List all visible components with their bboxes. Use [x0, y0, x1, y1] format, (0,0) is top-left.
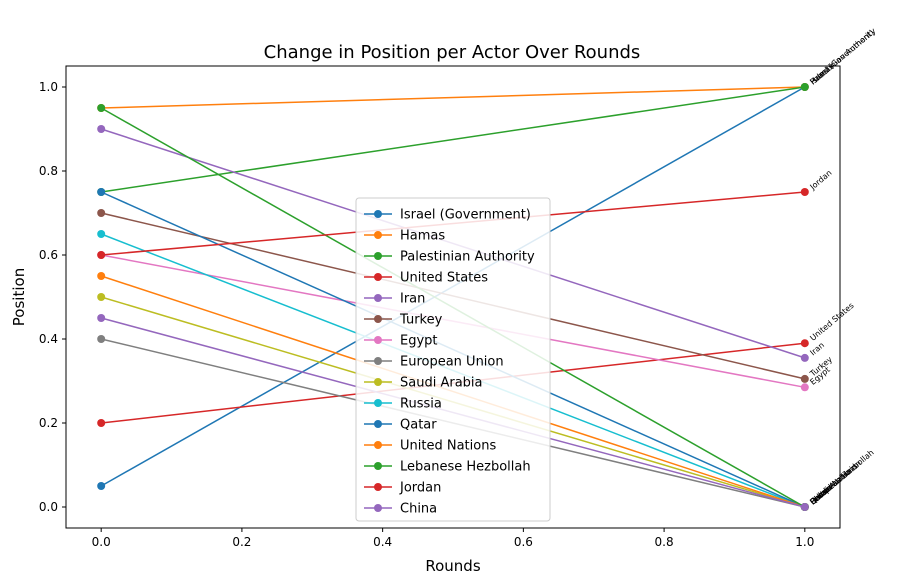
x-tick-label: 0.4 [373, 535, 392, 549]
x-ticks: 0.0 0.2 0.4 0.6 0.8 1.0 [92, 528, 814, 549]
legend-label: Israel (Government) [400, 208, 531, 223]
x-axis-label: Rounds [425, 557, 480, 575]
legend-label: Palestinian Authority [400, 250, 535, 265]
y-axis-label: Position [10, 268, 28, 326]
data-point [800, 339, 809, 348]
legend-entry-qatar: Qatar [364, 418, 437, 433]
legend-entry-hamas: Hamas [364, 229, 445, 244]
legend-marker [374, 252, 382, 260]
y-tick-label: 1.0 [39, 80, 58, 94]
chart-title: Change in Position per Actor Over Rounds [264, 42, 641, 63]
legend-marker [374, 441, 382, 449]
legend-entry-jordan: Jordan [364, 481, 441, 496]
legend-marker [374, 483, 382, 491]
y-tick-label: 0.8 [39, 164, 58, 178]
legend-label: Jordan [399, 481, 441, 496]
legend-label: United Nations [400, 439, 496, 454]
legend-marker [374, 378, 382, 386]
legend-label: Lebanese Hezbollah [400, 460, 531, 475]
legend-label: China [400, 502, 437, 517]
data-point [800, 383, 809, 392]
legend-marker [374, 231, 382, 239]
data-point [97, 272, 106, 280]
legend-marker [374, 399, 382, 407]
data-point [800, 374, 809, 383]
legend-marker [374, 336, 382, 344]
legend-entry-palestinian-authority: Palestinian Authority [364, 250, 535, 265]
legend-entry-lebanese-hezbollah: Lebanese Hezbollah [364, 460, 531, 475]
legend-label: Russia [400, 397, 442, 412]
y-tick-label: 0.2 [39, 416, 58, 430]
data-point [97, 314, 106, 322]
legend-marker [374, 315, 382, 323]
plot-frame [65, 65, 841, 529]
y-tick-label: 0.6 [39, 248, 58, 262]
data-point [97, 335, 106, 343]
legend-label: United States [400, 271, 488, 286]
legend-entry-iran: Iran [364, 292, 425, 307]
x-tick-label: 0.2 [232, 535, 251, 549]
data-point [800, 83, 809, 91]
legend-frame [355, 197, 551, 522]
legend-entry-united-states: United States [364, 271, 488, 286]
legend-label: Egypt [400, 334, 438, 349]
x-tick-label: 0.8 [655, 535, 674, 549]
y-tick-label: 0.0 [39, 500, 58, 514]
x-tick-label: 1.0 [795, 535, 814, 549]
series-line [101, 86, 805, 109]
data-point [97, 482, 106, 490]
legend-marker [374, 273, 382, 281]
data-point [800, 353, 809, 362]
legend-marker [374, 420, 382, 428]
data-point [97, 125, 106, 133]
legend-label: Qatar [400, 418, 437, 433]
data-point [97, 251, 106, 259]
legend-entry-turkey: Turkey [364, 313, 443, 328]
legend-marker [374, 504, 382, 512]
data-point [97, 230, 106, 238]
legend-marker [374, 357, 382, 365]
data-point [97, 209, 106, 217]
data-point [97, 188, 106, 196]
legend-marker [374, 462, 382, 470]
legend-entry-egypt: Egypt [364, 334, 438, 349]
legend-entry-european-union: European Union [364, 355, 504, 370]
data-point [800, 188, 809, 196]
data-point [97, 104, 106, 112]
legend-label: Turkey [399, 313, 443, 328]
legend-entry-israel-government: Israel (Government) [364, 208, 531, 223]
legend-marker [374, 294, 382, 302]
legend-label: European Union [400, 355, 504, 370]
legend: Israel (Government) Hamas Palestinian Auth… [355, 197, 551, 522]
legend-marker [374, 210, 382, 218]
legend-entry-saudi-arabia: Saudi Arabia [364, 376, 483, 391]
legend-entry-russia: Russia [364, 397, 442, 412]
data-point [97, 419, 106, 427]
y-ticks: 0.0 0.2 0.4 0.6 0.8 1.0 [39, 80, 66, 514]
y-tick-label: 0.4 [39, 332, 58, 346]
legend-label: Saudi Arabia [400, 376, 483, 391]
legend-label: Iran [400, 292, 425, 307]
x-tick-label: 0.6 [514, 535, 533, 549]
data-point [97, 293, 106, 301]
legend-label: Hamas [400, 229, 445, 244]
legend-entry-united-nations: United Nations [364, 439, 496, 454]
data-point [800, 503, 809, 511]
x-tick-label: 0.0 [92, 535, 111, 549]
legend-entry-china: China [364, 502, 437, 517]
